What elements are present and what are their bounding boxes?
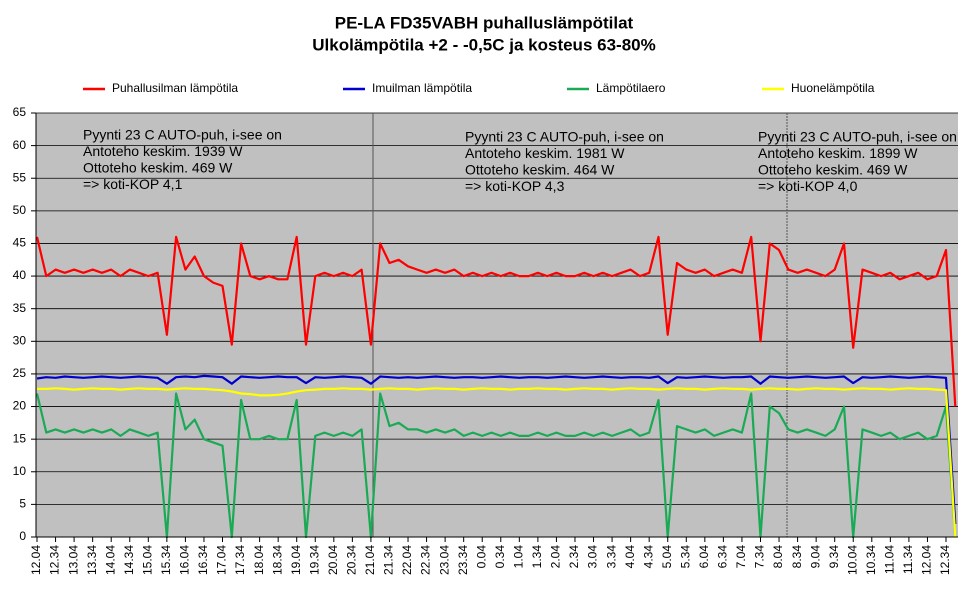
x-tick-label: 23.04 — [437, 545, 451, 575]
x-tick-label: 19.34 — [307, 545, 321, 575]
y-tick-label: 55 — [13, 170, 27, 184]
x-tick-label: 17.04 — [215, 545, 229, 575]
x-tick-label: 16.34 — [196, 545, 210, 575]
x-tick-label: 6.04 — [697, 545, 711, 569]
y-tick-label: 65 — [13, 105, 27, 119]
x-tick-label: 10.04 — [845, 545, 859, 575]
annotation: Ottoteho keskim. 469 W — [83, 160, 233, 176]
y-tick-label: 20 — [13, 399, 27, 413]
annotation: => koti-KOP 4,1 — [83, 176, 183, 192]
y-tick-label: 0 — [19, 529, 26, 543]
x-tick-label: 5.04 — [660, 545, 674, 569]
y-tick-label: 10 — [13, 464, 27, 478]
x-tick-label: 15.34 — [159, 545, 173, 575]
y-tick-label: 50 — [13, 203, 27, 217]
annotation: Pyynti 23 C AUTO-puh, i-see on — [83, 127, 282, 143]
annotation: Pyynti 23 C AUTO-puh, i-see on — [758, 129, 957, 145]
x-tick-label: 21.34 — [382, 545, 396, 575]
x-tick-label: 10.34 — [864, 545, 878, 575]
x-tick-label: 2.34 — [567, 545, 581, 569]
x-tick-label: 12.04 — [29, 545, 43, 575]
legend-label: Lämpötilaero — [596, 81, 666, 95]
x-tick-label: 5.34 — [678, 545, 692, 569]
x-tick-label: 1.34 — [530, 545, 544, 569]
x-tick-label: 6.34 — [716, 545, 730, 569]
y-tick-label: 25 — [13, 366, 27, 380]
x-tick-label: 0.34 — [493, 545, 507, 569]
annotation: Antoteho keskim. 1899 W — [758, 145, 918, 161]
x-tick-label: 14.34 — [122, 545, 136, 575]
y-tick-label: 40 — [13, 268, 27, 282]
x-tick-label: 18.04 — [252, 545, 266, 575]
y-tick-label: 45 — [13, 236, 27, 250]
series-line — [37, 387, 957, 538]
annotation: Antoteho keskim. 1981 W — [465, 145, 625, 161]
annotation: Pyynti 23 C AUTO-puh, i-see on — [465, 129, 664, 145]
legend-label: Puhallusilman lämpötila — [112, 81, 238, 95]
x-tick-label: 21.04 — [363, 545, 377, 575]
annotation: Antoteho keskim. 1939 W — [83, 143, 243, 159]
x-tick-label: 18.34 — [270, 545, 284, 575]
series-line — [35, 235, 957, 407]
annotation: Ottoteho keskim. 464 W — [465, 162, 615, 178]
x-tick-label: 4.34 — [641, 545, 655, 569]
x-tick-label: 23.34 — [456, 545, 470, 575]
x-tick-label: 7.34 — [753, 545, 767, 569]
x-tick-label: 7.04 — [734, 545, 748, 569]
x-tick-label: 14.04 — [103, 545, 117, 575]
series-line — [35, 392, 957, 539]
chart-subtitle: Ulkolämpötila +2 - -0,5C ja kosteus 63-8… — [312, 35, 655, 54]
x-tick-label: 19.04 — [289, 545, 303, 575]
x-tick-label: 8.04 — [771, 545, 785, 569]
x-tick-label: 13.34 — [85, 545, 99, 575]
x-tick-label: 15.04 — [140, 545, 154, 575]
x-tick-label: 20.04 — [326, 545, 340, 575]
x-tick-label: 22.04 — [400, 545, 414, 575]
plot-area — [36, 113, 958, 537]
x-tick-label: 16.04 — [178, 545, 192, 575]
x-tick-label: 11.04 — [883, 545, 897, 574]
x-tick-label: 12.34 — [938, 545, 952, 575]
x-tick-label: 3.34 — [604, 545, 618, 569]
x-tick-label: 17.34 — [233, 545, 247, 575]
annotation: Ottoteho keskim. 469 W — [758, 162, 908, 178]
x-tick-label: 0.04 — [474, 545, 488, 569]
y-tick-label: 60 — [13, 138, 27, 152]
x-tick-label: 22.34 — [419, 545, 433, 575]
y-tick-label: 35 — [13, 301, 27, 315]
x-tick-label: 4.04 — [623, 545, 637, 569]
series-line — [36, 374, 957, 525]
x-tick-label: 1.04 — [511, 545, 525, 569]
x-tick-label: 20.34 — [345, 545, 359, 575]
x-tick-label: 12.04 — [920, 545, 934, 575]
y-tick-label: 30 — [13, 333, 27, 347]
chart-title: PE-LA FD35VABH puhalluslämpötilat — [335, 13, 634, 32]
y-tick-label: 15 — [13, 431, 27, 445]
y-tick-label: 5 — [19, 497, 26, 511]
x-tick-label: 8.34 — [790, 545, 804, 569]
x-tick-label: 11.34 — [901, 545, 915, 574]
x-tick-label: 12.34 — [48, 545, 62, 575]
annotation: => koti-KOP 4,3 — [465, 178, 565, 194]
legend-label: Imuilman lämpötila — [372, 81, 472, 95]
legend-label: Huonelämpötila — [791, 81, 875, 95]
x-tick-label: 13.04 — [66, 545, 80, 575]
x-tick-label: 9.34 — [827, 545, 841, 569]
x-tick-label: 2.04 — [549, 545, 563, 569]
x-tick-label: 9.04 — [808, 545, 822, 569]
annotation: => koti-KOP 4,0 — [758, 178, 858, 194]
x-tick-label: 3.04 — [586, 545, 600, 569]
